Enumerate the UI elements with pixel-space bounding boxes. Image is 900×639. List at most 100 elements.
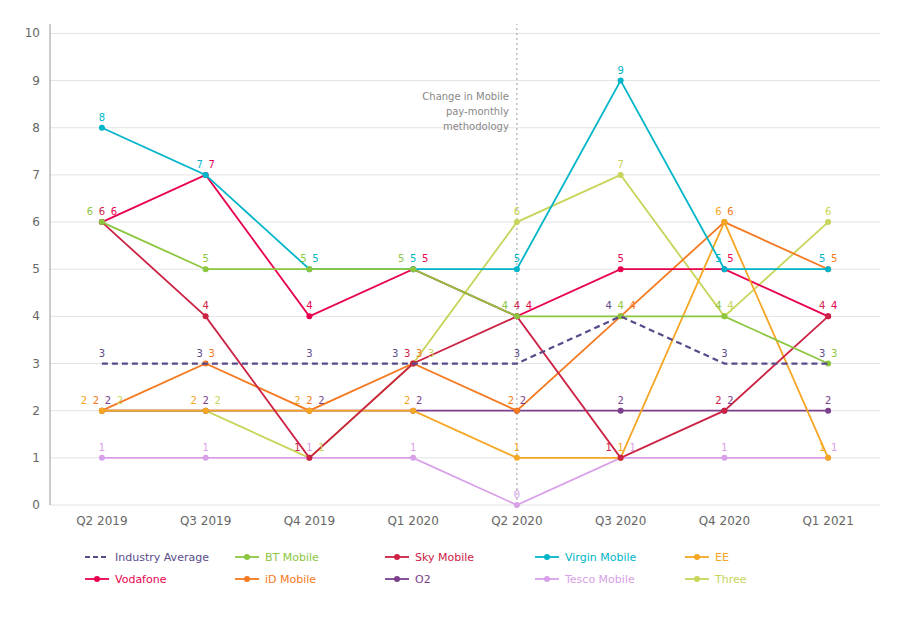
- data-label: 2: [190, 395, 196, 406]
- x-tick-label: Q1 2020: [387, 514, 438, 528]
- data-label: 1: [617, 442, 623, 453]
- data-label: 6: [727, 206, 733, 217]
- data-label: 3: [306, 348, 312, 359]
- data-label: 2: [715, 395, 721, 406]
- legend-item: Three: [685, 573, 747, 586]
- series-marker: [721, 408, 727, 414]
- data-label: 4: [629, 300, 635, 311]
- data-label: 2: [416, 395, 422, 406]
- data-label: 4: [831, 300, 837, 311]
- series: [99, 455, 831, 508]
- y-tick-label: 1: [32, 451, 40, 465]
- data-label: 1: [514, 442, 520, 453]
- data-label: 6: [514, 206, 520, 217]
- series-marker: [410, 455, 416, 461]
- legend-marker: [394, 554, 400, 560]
- legend-marker: [544, 576, 550, 582]
- series-marker: [825, 408, 831, 414]
- series-marker: [514, 219, 520, 225]
- data-label: 6: [825, 206, 831, 217]
- data-labels: 1222236668122233457711122234551223333555…: [81, 65, 838, 500]
- legend-marker: [244, 576, 250, 582]
- x-tick-label: Q4 2020: [699, 514, 750, 528]
- data-label: 2: [306, 395, 312, 406]
- series-line: [102, 175, 828, 458]
- series-marker: [721, 408, 727, 414]
- data-label: 3: [831, 348, 837, 359]
- series-marker: [618, 408, 624, 414]
- series: [99, 219, 831, 461]
- data-label: 8: [99, 112, 105, 123]
- data-label: 7: [208, 159, 214, 170]
- legend-item: EE: [685, 551, 729, 564]
- legend-label: EE: [715, 551, 729, 564]
- legend-swatch: [85, 556, 109, 558]
- x-tick-label: Q3 2020: [595, 514, 646, 528]
- y-tick-label: 2: [32, 404, 40, 418]
- data-label: 7: [196, 159, 202, 170]
- annotation-line: [516, 24, 517, 505]
- data-label: 4: [526, 300, 532, 311]
- chart: 012345678910Q2 2019Q3 2019Q4 2019Q1 2020…: [0, 0, 900, 639]
- data-label: 2: [294, 395, 300, 406]
- series-marker: [410, 266, 416, 272]
- data-label: 3: [514, 348, 520, 359]
- series: [99, 172, 831, 461]
- series-marker: [203, 172, 209, 178]
- legend-label: Tesco Mobile: [564, 573, 635, 586]
- legend-item: Vodafone: [85, 573, 167, 586]
- legend-marker: [544, 554, 550, 560]
- data-label: 4: [202, 300, 208, 311]
- series: [99, 219, 831, 461]
- series-line: [102, 222, 828, 363]
- x-tick-label: Q2 2019: [76, 514, 127, 528]
- series-marker: [618, 455, 624, 461]
- legend-label: Sky Mobile: [415, 551, 474, 564]
- legend-label: Virgin Mobile: [565, 551, 636, 564]
- annotations: Change in Mobilepay-monthlymethodology: [422, 24, 517, 505]
- data-label: 4: [819, 300, 825, 311]
- data-label: 4: [514, 300, 520, 311]
- x-tick-label: Q4 2019: [284, 514, 335, 528]
- series-marker: [306, 408, 312, 414]
- grid-line: [50, 174, 880, 175]
- series-marker: [721, 266, 727, 272]
- series-line: [102, 458, 828, 505]
- data-label: 2: [520, 395, 526, 406]
- series-marker: [721, 219, 727, 225]
- data-label: 5: [727, 253, 733, 264]
- data-label: 3: [392, 348, 398, 359]
- series-marker: [306, 266, 312, 272]
- legend: Industry AverageBT MobileSky MobileVirgi…: [85, 551, 747, 586]
- legend-label: BT Mobile: [265, 551, 319, 564]
- y-tick-label: 5: [32, 262, 40, 276]
- series-marker: [306, 408, 312, 414]
- series-marker: [514, 408, 520, 414]
- data-label: 0: [514, 489, 520, 500]
- series-marker: [99, 219, 105, 225]
- series-marker: [306, 455, 312, 461]
- y-tick-label: 4: [32, 309, 40, 323]
- series-marker: [825, 313, 831, 319]
- series-marker: [99, 455, 105, 461]
- data-label: 1: [99, 442, 105, 453]
- legend-item: Sky Mobile: [385, 551, 474, 564]
- grid-line: [50, 80, 880, 81]
- grid-line: [50, 33, 880, 34]
- data-label: 1: [605, 442, 611, 453]
- series-marker: [306, 313, 312, 319]
- series: [99, 172, 831, 319]
- series-marker: [618, 455, 624, 461]
- data-label: 3: [99, 348, 105, 359]
- series-marker: [514, 313, 520, 319]
- data-label: 1: [306, 442, 312, 453]
- data-label: 7: [617, 159, 623, 170]
- series-marker: [203, 408, 209, 414]
- data-label: 2: [117, 395, 123, 406]
- legend-item: BT Mobile: [235, 551, 319, 564]
- series-marker: [203, 408, 209, 414]
- data-label: 1: [294, 442, 300, 453]
- legend-marker: [394, 576, 400, 582]
- data-label: 5: [617, 253, 623, 264]
- series-marker: [203, 172, 209, 178]
